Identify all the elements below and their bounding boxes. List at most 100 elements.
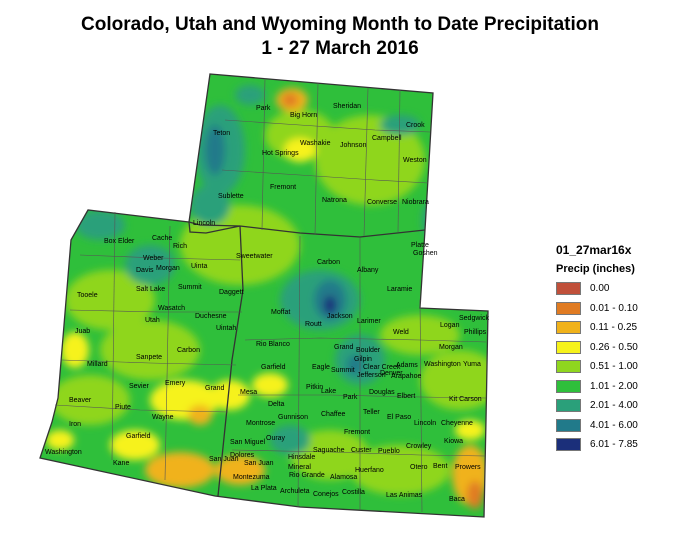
- county-label: Rich: [173, 243, 187, 250]
- county-label: Juab: [75, 328, 90, 335]
- county-label: Washington: [424, 361, 461, 368]
- county-label: Dolores: [230, 452, 255, 459]
- county-label: Weston: [403, 157, 427, 164]
- county-label: La Plata: [251, 485, 277, 492]
- county-boundaries: [54, 77, 487, 513]
- wyoming-southern-border: [188, 221, 426, 238]
- county-label: Wayne: [152, 414, 174, 421]
- county-label: Alamosa: [330, 474, 357, 481]
- county-label: Garfield: [126, 433, 151, 440]
- precip-zone-yellow: [210, 380, 250, 410]
- county-label: Hinsdale: [288, 454, 315, 461]
- precip-zone-yellow: [284, 138, 316, 162]
- county-line: [111, 211, 116, 461]
- county-label: Tooele: [77, 292, 98, 299]
- county-label: Morgan: [439, 344, 463, 351]
- legend-swatch: [556, 379, 581, 393]
- county-label: Niobrara: [402, 199, 429, 206]
- legend-rows: 0.00 0.01 - 0.10 0.11 - 0.25 0.26 - 0.50 0.5…: [556, 279, 638, 455]
- precip-zone-green: [420, 350, 488, 410]
- precip-zone-green: [380, 315, 460, 355]
- county-label: Washington: [45, 449, 82, 456]
- county-label: Davis: [136, 267, 154, 274]
- county-label: Ouray: [266, 435, 286, 442]
- county-label: Otero: [410, 464, 428, 471]
- precip-zone-navy: [324, 296, 336, 314]
- precip-zone-blue: [347, 355, 363, 375]
- county-label: Hot Springs: [262, 150, 299, 157]
- county-label: Archuleta: [280, 488, 310, 495]
- state-boundaries: [39, 73, 489, 518]
- county-label: Phillips: [464, 329, 487, 336]
- county-label: Weber: [143, 255, 164, 262]
- county-line: [231, 449, 486, 457]
- county-label: Jefferson: [357, 372, 386, 379]
- county-label: Clear Creek: [363, 364, 401, 371]
- county-label: Campbell: [372, 135, 402, 142]
- legend-layer-name: 01_27mar16x: [556, 243, 632, 257]
- legend-label: 2.01 - 4.00: [590, 400, 638, 412]
- county-label: Johnson: [340, 142, 367, 149]
- county-line: [79, 254, 241, 261]
- county-label: Big Horn: [290, 112, 317, 119]
- county-label: Sanpete: [136, 354, 162, 361]
- precip-zone-orange: [467, 481, 483, 509]
- county-label: Jackson: [327, 313, 353, 320]
- county-label: Custer: [351, 447, 372, 454]
- county-line: [238, 394, 487, 399]
- county-label: Sweetwater: [236, 253, 273, 260]
- county-label: Uintah: [216, 325, 236, 332]
- county-line: [363, 87, 369, 237]
- county-label: Sedgwick: [459, 315, 489, 322]
- county-label: Larimer: [357, 318, 381, 325]
- county-label: Park: [343, 394, 358, 401]
- county-label: El Paso: [387, 414, 411, 421]
- county-label: Huerfano: [355, 467, 384, 474]
- precip-zone-green: [50, 375, 130, 425]
- county-label: Duchesne: [195, 313, 227, 320]
- legend-swatch: [556, 438, 581, 452]
- precip-zone-gold: [215, 455, 265, 485]
- legend-swatch: [556, 418, 581, 432]
- county-label: Beaver: [69, 397, 92, 404]
- legend-item: 2.01 - 4.00: [556, 396, 638, 416]
- legend-label: 0.26 - 0.50: [590, 341, 638, 353]
- county-line: [69, 309, 242, 313]
- county-label: Arapahoe: [391, 373, 421, 380]
- legend-swatch: [556, 360, 581, 374]
- county-label: Kane: [113, 460, 129, 467]
- county-label: Grand: [334, 344, 354, 351]
- county-line: [261, 77, 266, 231]
- county-label: Piute: [115, 404, 131, 411]
- county-label: Montezuma: [233, 474, 270, 481]
- region-outline: [39, 73, 489, 518]
- county-line: [297, 235, 301, 508]
- county-label: Delta: [268, 401, 284, 408]
- precip-zone-teal: [235, 85, 265, 105]
- county-label: Gilpin: [354, 356, 372, 363]
- legend-item: 1.01 - 2.00: [556, 377, 638, 397]
- county-label: San Juan: [244, 460, 274, 467]
- county-label: Elbert: [397, 393, 415, 400]
- map-date-range: 1 - 27 March 2016: [261, 38, 419, 59]
- county-label: Carbon: [317, 259, 340, 266]
- county-label: Adams: [396, 362, 418, 369]
- county-label: Uinta: [191, 263, 207, 270]
- legend-item: 0.26 - 0.50: [556, 338, 638, 358]
- county-label: Platte: [411, 242, 429, 249]
- county-label: Teton: [213, 130, 230, 137]
- county-label: Eagle: [312, 364, 330, 371]
- county-line: [397, 89, 401, 233]
- county-label: Gunnison: [278, 414, 308, 421]
- county-label: Carbon: [177, 347, 200, 354]
- legend-item: 0.00: [556, 279, 638, 299]
- county-label: Summit: [331, 367, 355, 374]
- county-line: [224, 119, 431, 133]
- county-label: Bent: [433, 463, 447, 470]
- county-label: Albany: [357, 267, 379, 274]
- legend-item: 0.01 - 0.10: [556, 299, 638, 319]
- precip-zone-green: [290, 430, 370, 480]
- precip-zone-green: [100, 320, 200, 380]
- county-line: [419, 299, 423, 513]
